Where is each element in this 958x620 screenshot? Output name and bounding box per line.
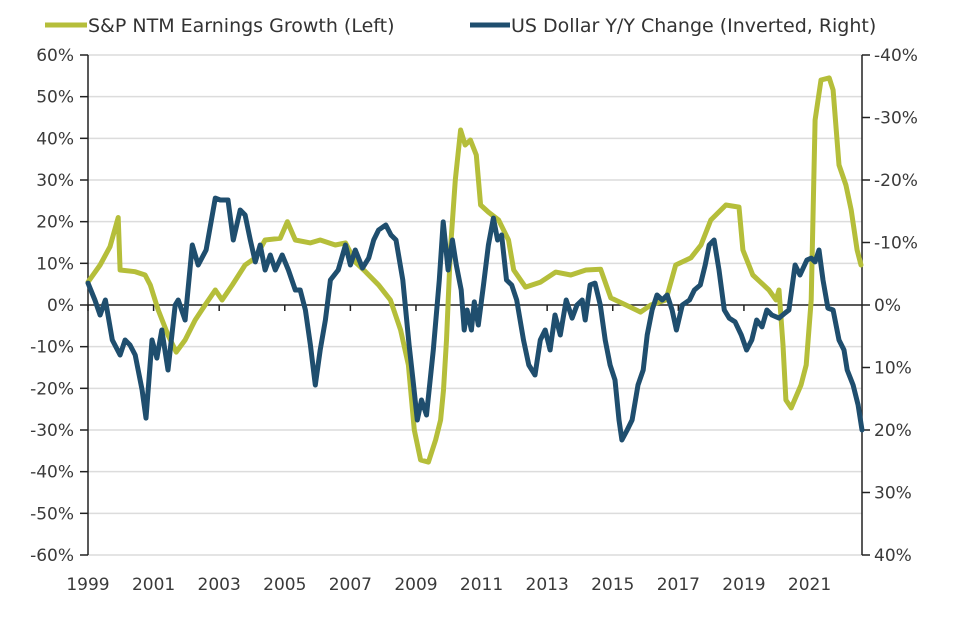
left-axis-tick-label: 20%: [36, 213, 74, 233]
axes: [80, 54, 870, 556]
x-axis-tick-label: 2009: [394, 575, 437, 595]
left-axis-tick-label: 40%: [36, 129, 74, 149]
left-axis-tick-label: 60%: [36, 46, 74, 66]
x-axis-tick-label: 2005: [263, 575, 306, 595]
right-axis-tick-label: -30%: [874, 109, 918, 129]
right-axis-tick-label: 10%: [874, 359, 912, 379]
legend-label-earnings: S&P NTM Earnings Growth (Left): [88, 15, 395, 37]
x-axis-tick-label: 2013: [526, 575, 569, 595]
right-axis-tick-label: 20%: [874, 421, 912, 441]
x-axis-tick-label: 2019: [722, 575, 765, 595]
series-line-us-dollar: [85, 195, 865, 443]
left-axis-tick-label: -10%: [30, 338, 74, 358]
tick-labels: 60% 50% 40% 30% 20% 10% 0% -10% -20% -30% -40% -50%…: [30, 46, 918, 595]
x-axis-tick-label: 2017: [657, 575, 700, 595]
x-axis-tick-label: 2015: [591, 575, 634, 595]
left-axis-tick-label: -60%: [30, 546, 74, 566]
x-axis-tick-label: 2007: [329, 575, 372, 595]
left-axis-tick-label: -40%: [30, 463, 74, 483]
left-axis-tick-label: -30%: [30, 421, 74, 441]
right-axis-tick-label: -20%: [874, 171, 918, 191]
legend-label-usd: US Dollar Y/Y Change (Inverted, Right): [511, 15, 876, 37]
series-lines: [85, 75, 865, 465]
left-axis-tick-label: 50%: [36, 88, 74, 108]
x-axis-tick-label: 2003: [198, 575, 241, 595]
x-axis-tick-label: 2021: [788, 575, 831, 595]
left-axis-tick-label: 10%: [36, 254, 74, 274]
right-axis-tick-label: 30%: [874, 484, 912, 504]
x-axis-tick-label: 1999: [66, 575, 109, 595]
right-axis-tick-label: -40%: [874, 46, 918, 66]
legend: S&P NTM Earnings Growth (Left) US Dollar…: [45, 15, 876, 37]
gridlines: [88, 54, 862, 556]
right-axis-tick-label: 40%: [874, 546, 912, 566]
right-axis-tick-label: 0%: [874, 296, 901, 316]
left-axis-tick-label: 30%: [36, 171, 74, 191]
series-line-earnings-growth: [85, 75, 864, 465]
left-axis-tick-label: -20%: [30, 379, 74, 399]
x-axis-tick-label: 2011: [460, 575, 503, 595]
x-axis-tick-label: 2001: [132, 575, 175, 595]
left-axis-tick-label: -50%: [30, 504, 74, 524]
right-axis-tick-label: -10%: [874, 234, 918, 254]
left-axis-tick-label: 0%: [47, 296, 74, 316]
